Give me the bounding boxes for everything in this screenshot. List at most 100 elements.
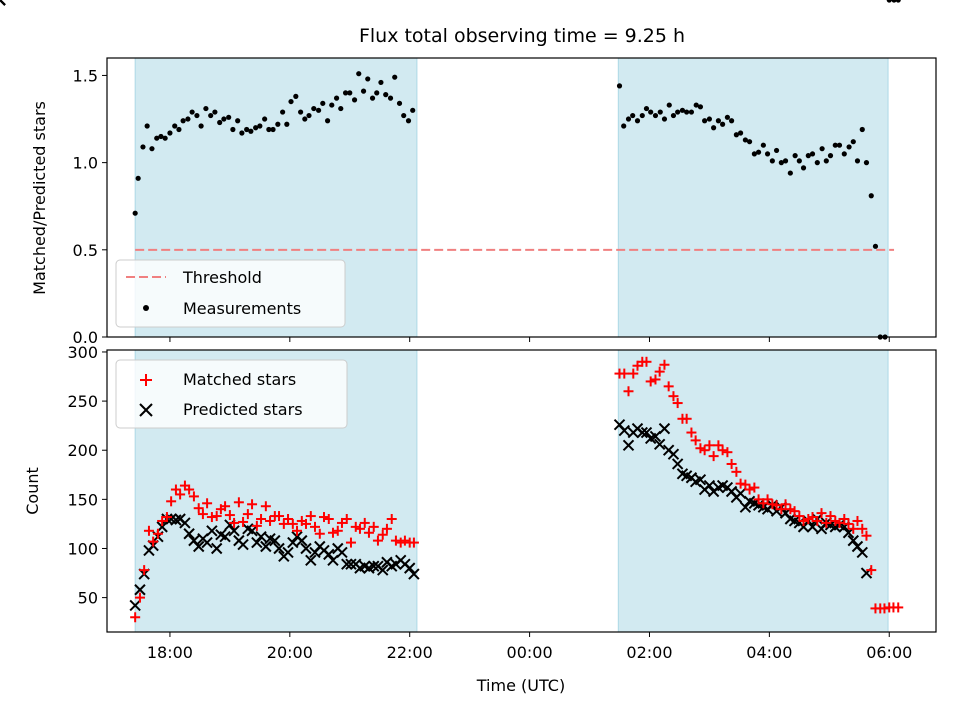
measurement-point (697, 104, 704, 110)
measurement-point (172, 123, 178, 129)
matched-star-point (744, 484, 755, 495)
measurement-point (832, 142, 838, 148)
measurement-point (769, 158, 775, 164)
predicted-star-point (183, 528, 195, 540)
predicted-star-point (300, 542, 312, 555)
bottom-legend: Matched stars Predicted stars (115, 359, 348, 429)
bottom-x-axis-ticks: 18:00 20:00 22:00 00:00 02:00 04:00 06:00 (147, 632, 912, 662)
matched-star-point (663, 381, 674, 392)
matched-stars-points (130, 356, 904, 623)
predicted-star-point (260, 540, 272, 553)
measurement-point (854, 158, 861, 164)
measurement-point (235, 118, 241, 124)
predicted-star-point (296, 534, 308, 547)
measurement-point (257, 123, 263, 129)
measurement-point (226, 114, 232, 120)
predicted-star-point (219, 530, 231, 543)
matched-star-point (359, 517, 370, 528)
measurement-point (652, 112, 659, 119)
matched-star-point (372, 535, 383, 546)
measurement-point (405, 118, 412, 124)
matched-star-point (726, 458, 737, 469)
matched-star-point (825, 511, 836, 522)
measurement-point (895, 0, 901, 3)
matched-star-point (704, 440, 715, 451)
matched-star-point (861, 530, 872, 541)
measurement-point (715, 118, 722, 124)
top-x-axis-ticks (169, 337, 890, 342)
measurement-point (208, 112, 214, 119)
matched-star-point (327, 527, 338, 538)
measurement-point (657, 109, 663, 115)
measurement-point (827, 153, 834, 159)
bottom-y-axis-ticks: 50 100 150 200 250 300 (67, 343, 107, 608)
measurement-point (396, 100, 403, 106)
measurement-point (693, 102, 699, 108)
measurement-point (302, 116, 308, 122)
measurement-point (298, 109, 304, 115)
matched-star-point (812, 515, 823, 526)
measurement-point (270, 126, 276, 133)
matched-star-point (260, 501, 271, 512)
matched-star-point (686, 427, 697, 438)
predicted-star-point (273, 542, 285, 555)
predicted-star-point (336, 546, 348, 559)
measurement-point (253, 125, 259, 131)
matched-star-point (283, 514, 294, 525)
measurement-point (212, 109, 218, 115)
predicted-star-point (179, 517, 191, 529)
measurement-point (194, 112, 200, 119)
predicted-star-point (649, 430, 662, 443)
predicted-star-point (734, 487, 747, 500)
matched-star-point (762, 494, 773, 505)
measurement-point (239, 130, 245, 136)
measurement-point (809, 151, 816, 157)
measurement-point (684, 109, 690, 115)
predicted-star-point (282, 546, 294, 559)
measurement-point (315, 107, 322, 113)
predicted-star-point (134, 584, 146, 596)
matched-star-point (341, 514, 352, 525)
measurement-point (823, 158, 829, 164)
matched-star-point (301, 518, 312, 529)
legend-matched-label: Matched stars (183, 370, 296, 389)
matched-star-point (381, 523, 392, 534)
measurement-point (149, 146, 155, 152)
y-tick-label: 200 (67, 441, 98, 460)
y-tick-label: 1.5 (73, 66, 98, 85)
measurement-point (217, 119, 223, 126)
legend-threshold-label: Threshold (182, 268, 262, 287)
bottom-y-axis-label: Count (23, 467, 42, 515)
matched-star-point (645, 376, 656, 387)
measurement-point (378, 79, 384, 86)
matched-star-point (654, 366, 665, 377)
measurement-point (198, 123, 204, 129)
measurement-point (230, 126, 236, 133)
measurement-point (886, 0, 892, 3)
measurement-point (670, 112, 677, 119)
predicted-star-point (255, 530, 267, 543)
matched-star-point (816, 508, 827, 519)
matched-star-point (229, 517, 240, 528)
matched-star-point (332, 525, 343, 536)
matched-star-point (843, 518, 854, 529)
measurement-point (841, 151, 847, 157)
predicted-star-point (251, 536, 263, 549)
matched-star-point (408, 537, 419, 548)
measurement-point (773, 147, 780, 154)
top-y-axis-label: Matched/Predicted stars (30, 101, 49, 295)
matched-star-point (152, 528, 163, 539)
measurement-point (203, 105, 209, 112)
bottom-plot-frame (106, 349, 937, 633)
measurement-point (755, 149, 762, 155)
predicted-star-point (640, 426, 653, 439)
x-axis-label: Time (UTC) (476, 676, 565, 695)
predicted-star-point (0, 0, 6, 6)
matched-star-point (323, 514, 334, 525)
predicted-star-point (739, 501, 752, 513)
matched-star-point (668, 391, 679, 402)
measurement-point (244, 126, 250, 133)
predicted-star-point (377, 564, 389, 576)
matched-star-point (188, 491, 199, 502)
